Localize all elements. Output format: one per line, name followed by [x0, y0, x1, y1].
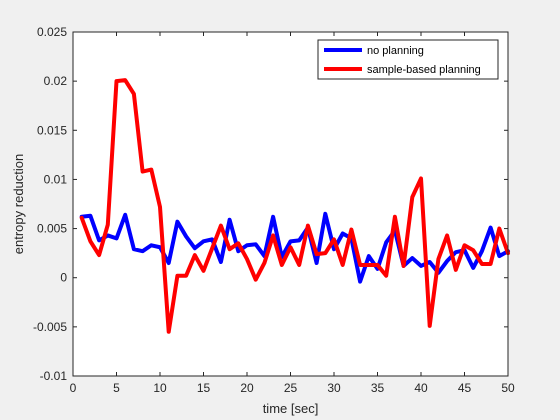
legend-label-no-planning: no planning — [367, 45, 424, 57]
x-axis-label: time [sec] — [263, 401, 319, 416]
legend-box — [317, 39, 499, 80]
series-line-sample-based-planning — [79, 78, 510, 334]
plot-area — [73, 32, 508, 376]
x-tick-label: 50 — [501, 381, 515, 395]
y-tick-label: 0.025 — [37, 25, 67, 39]
x-tick-label: 45 — [458, 381, 472, 395]
series-lines — [79, 78, 510, 334]
y-tick-label: 0.02 — [44, 74, 68, 88]
plot-frame — [72, 31, 509, 377]
x-tick-label: 35 — [371, 381, 385, 395]
x-tick-label: 15 — [197, 381, 211, 395]
y-tick-label: 0.01 — [44, 172, 68, 186]
x-tick-label: 20 — [240, 381, 254, 395]
x-axis-ticks: 0 5 10 15 20 25 30 35 40 45 50 — [70, 32, 515, 395]
y-axis-ticks: -0.01 -0.005 0 0.005 0.01 0.015 0.02 0.025 — [33, 25, 508, 383]
y-axis-label: entropy reduction — [11, 154, 26, 254]
y-tick-label: -0.01 — [40, 369, 68, 383]
x-tick-label: 5 — [113, 381, 120, 395]
x-tick-label: 25 — [284, 381, 298, 395]
y-tick-label: 0 — [60, 271, 67, 285]
y-tick-label: 0.005 — [37, 222, 67, 236]
x-tick-label: 30 — [327, 381, 341, 395]
legend: no planning sample-based planning — [317, 39, 499, 80]
x-tick-label: 0 — [70, 381, 77, 395]
x-tick-label: 40 — [414, 381, 428, 395]
y-tick-label: 0.015 — [37, 123, 67, 137]
x-tick-label: 10 — [153, 381, 167, 395]
y-tick-label: -0.005 — [33, 320, 67, 334]
legend-label-sample-based-planning: sample-based planning — [367, 64, 481, 76]
